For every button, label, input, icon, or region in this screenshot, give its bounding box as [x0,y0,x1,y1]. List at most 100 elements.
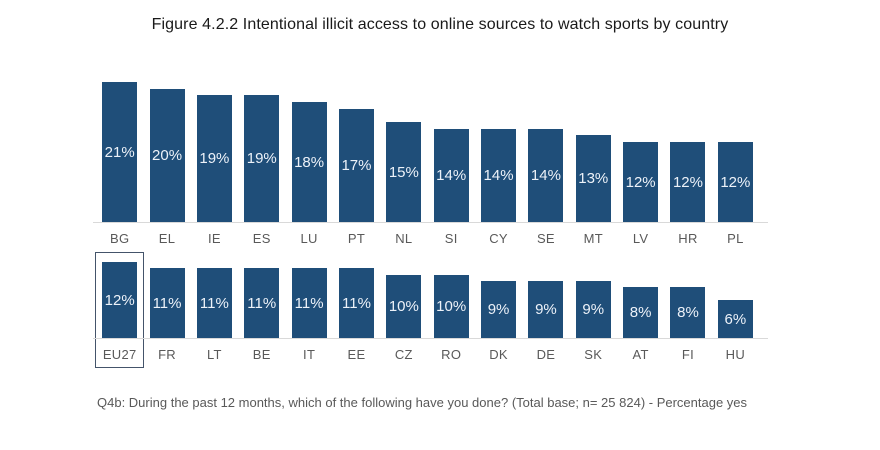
bar-value-label: 17% [341,157,372,174]
bar-ro: 10% [433,275,469,338]
bar-it: 11% [291,268,327,338]
chart-column-si: 14% SI [428,82,475,250]
category-label: CZ [394,347,413,362]
category-label: AT [632,347,649,362]
bar-value-label: 10% [436,298,467,315]
chart-column-es: 19% ES [238,82,285,250]
bar-value-label: 11% [294,294,324,312]
chart-column-fr: 11% FR [143,262,190,366]
bar-be: 11% [244,268,280,338]
bar-lv: 12% [623,142,659,222]
bar-area: 6% [712,262,759,338]
bar-de: 9% [528,281,564,338]
chart-column-el: 20% EL [143,82,190,250]
bar-value-label: 8% [677,304,699,321]
chart-column-ee: 11% EE [333,262,380,366]
bar-value-label: 19% [246,150,277,167]
chart-column-be: 11% BE [238,262,285,366]
bar-panel-bottom: 12% EU27 11% FR 11% LT 11% BE 11% IT 11% EE 10% CZ 10%… [93,252,768,368]
chart-column-sk: 9% SK [570,262,617,366]
bar-area: 12% [712,82,759,222]
category-label: ES [252,231,271,246]
chart-column-it: 11% IT [285,262,332,366]
category-label: BG [109,231,130,246]
bar-value-label: 11% [247,294,277,312]
category-label: SI [444,231,458,246]
bar-value-label: 12% [104,291,135,309]
category-label: DK [489,347,508,362]
bar-area: 20% [143,82,190,222]
bar-cz: 10% [386,275,422,338]
category-label: HR [678,231,698,246]
bar-sk: 9% [575,281,611,338]
category-label: BE [252,347,271,362]
bar-value-label: 11% [342,294,371,312]
bar-si: 14% [433,129,469,222]
bar-dk: 9% [481,281,517,338]
chart-column-nl: 15% NL [380,82,427,250]
chart-column-lu: 18% LU [285,82,332,250]
bar-area: 11% [238,262,285,338]
chart-column-lt: 11% LT [191,262,238,366]
bar-area: 14% [475,82,522,222]
chart-column-hr: 12% HR [664,82,711,250]
bar-value-label: 12% [625,173,656,191]
category-label: EL [158,231,176,246]
axis-baseline [93,222,768,223]
bar-ee: 11% [338,268,374,338]
bar-area: 19% [238,82,285,222]
category-label: LV [632,231,649,246]
bar-area: 9% [475,262,522,338]
chart-column-fi: 8% FI [664,262,711,366]
bar-area: 13% [570,82,617,222]
category-label: RO [441,347,462,362]
bar-cy: 14% [481,129,517,222]
bar-panel-top: 21% BG 20% EL 19% IE 19% ES 18% LU 17% PT 15% NL 14% SI… [93,82,768,250]
category-label: LT [206,347,222,362]
chart-column-de: 9% DE [522,262,569,366]
category-label: LU [300,231,318,246]
category-label: MT [583,231,603,246]
bar-area: 17% [333,82,380,222]
category-label: SK [584,347,603,362]
bar-pt: 17% [338,109,374,222]
bar-value-label: 12% [720,173,751,191]
chart-column-ie: 19% IE [191,82,238,250]
survey-footnote: Q4b: During the past 12 months, which of… [97,395,748,410]
chart-column-at: 8% AT [617,262,664,366]
bar-value-label: 6% [724,310,747,328]
bar-value-label: 14% [483,167,514,184]
bar-hu: 6% [717,300,753,338]
bar-area: 14% [428,82,475,222]
bar-value-label: 11% [152,294,182,312]
category-label: FR [158,347,176,362]
bar-area: 9% [522,262,569,338]
chart-column-pl: 12% PL [712,82,759,250]
bar-fi: 8% [670,287,706,338]
bar-hr: 12% [670,142,706,222]
category-label: IT [303,347,316,362]
chart-column-bg: 21% BG [96,82,143,250]
category-label: DE [536,347,556,362]
category-label: CY [489,231,508,246]
bar-area: 11% [143,262,190,338]
bar-area: 9% [570,262,617,338]
category-label: HU [725,347,746,362]
category-label: EU27 [102,347,137,362]
bar-area: 15% [380,82,427,222]
bar-value-label: 13% [578,170,609,187]
bar-value-label: 11% [199,294,229,312]
bar-ie: 19% [196,95,232,222]
chart-column-eu27: 12% EU27 [94,252,145,368]
bar-area: 18% [285,82,332,222]
chart-column-lv: 12% LV [617,82,664,250]
bar-value-label: 10% [388,298,419,315]
bar-at: 8% [623,287,659,338]
axis-baseline [93,338,768,339]
chart-column-mt: 13% MT [570,82,617,250]
bar-value-label: 9% [582,301,605,318]
bar-value-label: 14% [436,167,467,184]
chart-column-cy: 14% CY [475,82,522,250]
category-label: NL [395,231,413,246]
